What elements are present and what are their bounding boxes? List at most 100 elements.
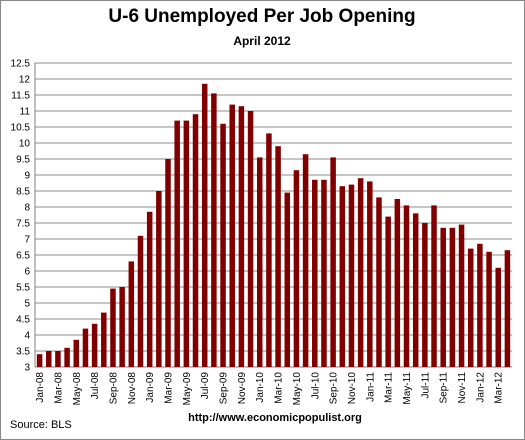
bar — [101, 312, 107, 367]
bar — [339, 186, 346, 367]
y-tick-label: 7 — [24, 235, 30, 246]
bar — [440, 227, 446, 367]
bar — [367, 181, 373, 367]
bar — [55, 351, 61, 367]
bar — [376, 197, 382, 367]
x-tick-label: Sep-11 — [439, 372, 450, 404]
bar — [146, 211, 153, 367]
x-tick-label: May-08 — [72, 372, 83, 406]
x-tick-label: Nov-11 — [457, 372, 468, 404]
bar — [156, 191, 162, 367]
bar — [504, 250, 511, 367]
bar — [266, 133, 272, 367]
bar — [412, 213, 419, 367]
bar — [82, 328, 89, 367]
x-tick-label: Jul-10 — [310, 372, 321, 400]
y-tick-label: 7.5 — [16, 219, 30, 230]
y-tick-label: 6 — [24, 267, 30, 278]
x-tick-label: Nov-08 — [127, 372, 138, 405]
bar — [293, 170, 300, 367]
y-tick-label: 12 — [19, 75, 31, 86]
bar — [348, 184, 355, 367]
bar — [229, 104, 235, 367]
x-tick-label: Sep-08 — [108, 372, 119, 405]
bar — [247, 111, 254, 367]
x-tick-label: Mar-10 — [274, 372, 285, 404]
bar — [64, 347, 70, 367]
y-tick-label: 5.5 — [16, 283, 30, 294]
bar — [431, 205, 437, 367]
bar — [73, 339, 80, 367]
x-tick-label: May-09 — [182, 372, 193, 406]
bar — [312, 179, 318, 367]
x-tick-label: May-10 — [292, 372, 303, 406]
x-tick-label: Sep-09 — [219, 372, 230, 405]
bar — [46, 351, 52, 367]
bar — [467, 248, 474, 367]
y-tick-label: 3.5 — [16, 347, 30, 358]
bar — [458, 224, 465, 367]
x-tick-label: Mar-08 — [53, 372, 64, 404]
bar — [256, 157, 263, 367]
y-tick-label: 9 — [24, 171, 30, 182]
chart-subtitle: April 2012 — [233, 34, 291, 48]
x-tick-label: Jan-09 — [145, 372, 156, 403]
bar — [284, 192, 291, 367]
bar — [110, 288, 116, 367]
bar — [174, 120, 180, 367]
y-tick-label: 4.5 — [16, 315, 30, 326]
y-tick-label: 8 — [24, 203, 30, 214]
y-tick-label: 4 — [24, 331, 30, 342]
y-tick-label: 5 — [24, 299, 30, 310]
bar — [357, 178, 364, 367]
bar — [403, 205, 410, 367]
y-tick-label: 10 — [19, 139, 31, 150]
bar — [137, 235, 144, 367]
bar — [321, 179, 327, 367]
bar — [495, 267, 501, 367]
x-tick-label: Mar-11 — [384, 372, 395, 403]
x-tick-label: Nov-10 — [347, 372, 358, 405]
x-tick-label: Jul-09 — [200, 372, 211, 400]
bar — [330, 157, 336, 367]
bar — [36, 354, 43, 367]
x-tick-label: Mar-12 — [494, 372, 505, 404]
bar — [486, 251, 492, 367]
bar — [449, 227, 456, 367]
y-tick-label: 6.5 — [16, 251, 30, 262]
bar — [394, 199, 401, 367]
y-tick-label: 9.5 — [16, 155, 30, 166]
source: Source: BLS — [10, 419, 72, 431]
y-tick-label: 8.5 — [16, 187, 30, 198]
bar — [275, 146, 281, 367]
bar — [477, 243, 483, 367]
x-tick-label: Sep-10 — [329, 372, 340, 405]
bar — [91, 323, 98, 367]
bar — [422, 223, 428, 367]
y-tick-label: 10.5 — [11, 123, 31, 134]
x-tick-label: Jan-10 — [255, 372, 266, 403]
y-tick-label: 11 — [20, 107, 31, 118]
bar — [165, 159, 171, 367]
bar — [119, 287, 125, 367]
x-tick-label: Mar-09 — [164, 372, 175, 404]
y-tick-label: 11.5 — [11, 91, 30, 102]
x-tick-label: Nov-09 — [237, 372, 248, 405]
x-tick-label: Jul-08 — [90, 372, 101, 400]
bar — [302, 154, 309, 367]
bar — [128, 261, 135, 367]
bar — [211, 93, 217, 368]
bar — [385, 216, 391, 367]
x-tick-label: Jan-11 — [365, 372, 376, 402]
bar — [183, 120, 190, 367]
url: http://www.economicpopulist.org — [188, 412, 362, 424]
y-tick-label: 3 — [24, 363, 30, 374]
chart-title: U-6 Unemployed Per Job Opening — [108, 6, 415, 27]
x-tick-label: Jan-12 — [475, 372, 486, 403]
bar — [220, 123, 226, 367]
x-tick-label: May-11 — [402, 372, 413, 405]
bar — [238, 106, 245, 367]
bar — [201, 83, 208, 368]
y-tick-label: 12.5 — [11, 59, 31, 70]
